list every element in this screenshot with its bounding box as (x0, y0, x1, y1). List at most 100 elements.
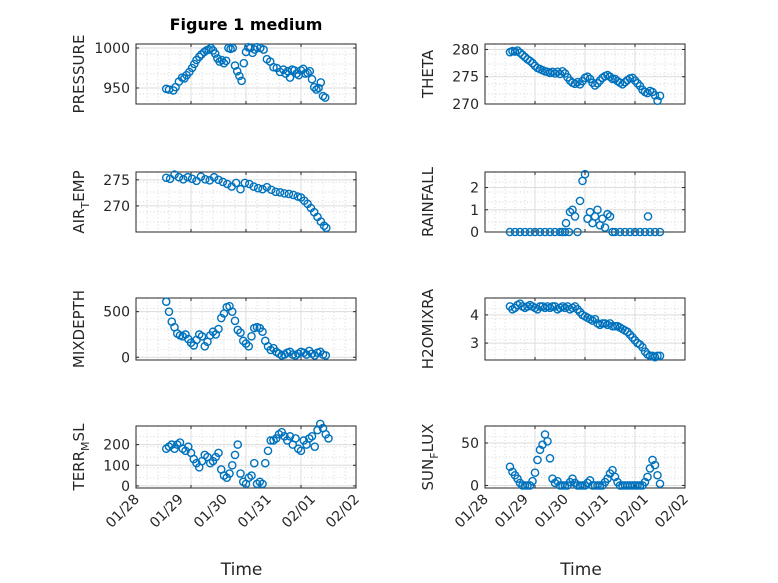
data-point (250, 45, 260, 54)
y-axis-label-main: AIR (70, 209, 88, 234)
y-tick-label: 0 (470, 478, 479, 494)
data-point (561, 218, 571, 228)
data-point (204, 45, 213, 54)
y-tick-label: 275 (452, 70, 479, 86)
data-point (655, 227, 665, 237)
subplot-2: 270 275 280 THETA (419, 42, 686, 113)
data-point (540, 227, 550, 237)
data-point (625, 227, 635, 237)
data-point (240, 178, 250, 188)
x-tick-label: 01/28 (452, 492, 492, 532)
subplot-4: 0 1 2 RAINFALL (419, 166, 686, 241)
subplot-3: 270 275 AIRTEMP (70, 170, 357, 234)
data-point (209, 172, 219, 182)
data-point (227, 460, 237, 470)
data-point (553, 476, 562, 486)
data-point (230, 450, 240, 460)
y-axis-label: H2OMIXRA (419, 288, 437, 369)
y-axis-label: TERRMSL (70, 423, 92, 492)
y-tick-label: 275 (103, 173, 130, 189)
y-tick-label: 3 (470, 336, 479, 352)
data-point (645, 227, 655, 237)
data-series (161, 297, 331, 360)
data-point (231, 178, 241, 188)
data-point (545, 453, 555, 463)
data-point (558, 481, 567, 490)
minor-grid (136, 44, 356, 104)
data-point (249, 458, 259, 468)
data-point (183, 172, 192, 182)
data-point (578, 481, 587, 490)
data-point (520, 481, 530, 490)
data-point (565, 207, 575, 217)
y-tick-label: 1 (470, 203, 479, 219)
data-series (161, 419, 333, 489)
data-point (235, 71, 244, 81)
data-series (505, 169, 665, 237)
x-axis-label: Time (559, 560, 602, 580)
data-point (640, 227, 650, 237)
data-point (635, 227, 645, 237)
data-point (236, 328, 245, 337)
data-point (520, 227, 530, 237)
data-point (206, 43, 216, 53)
data-point (324, 434, 333, 443)
data-point (259, 45, 268, 54)
data-point (291, 434, 300, 443)
data-point (575, 481, 585, 490)
chart-title: Figure 1 medium (170, 15, 323, 34)
y-axis-label-main: SUN (419, 459, 437, 491)
data-point (610, 321, 620, 331)
data-point (214, 175, 223, 185)
data-point (575, 196, 585, 206)
data-point (194, 52, 204, 62)
data-point (196, 172, 206, 181)
data-point (178, 175, 188, 184)
data-point (253, 183, 263, 193)
y-axis-label: PRESSURE (70, 35, 88, 114)
y-tick-label: 280 (452, 42, 479, 58)
y-axis-label: SUNFLUX (419, 424, 441, 491)
data-point (608, 74, 617, 84)
data-point (650, 227, 660, 237)
data-point (548, 474, 557, 483)
subplot-8: 0 50 01/28 01/29 01/30 01/31 02/01 02/02 SUNFLUX… (419, 424, 692, 580)
y-tick-label: 4 (470, 308, 479, 324)
data-point (564, 227, 574, 237)
x-axis-label: Time (220, 560, 263, 580)
data-point (249, 182, 258, 191)
data-point (653, 470, 662, 480)
x-tick-label: 02/01 (279, 492, 319, 532)
data-point (307, 432, 317, 441)
y-axis-label-main: TERR (70, 451, 88, 492)
data-point (232, 66, 242, 76)
data-point (296, 446, 306, 456)
data-point (598, 214, 607, 223)
data-point (545, 227, 555, 237)
data-point (573, 77, 582, 87)
data-point (603, 209, 612, 219)
data-point (653, 96, 662, 106)
data-point (258, 327, 267, 337)
x-tick-label: 01/29 (147, 492, 187, 532)
data-point (643, 212, 653, 221)
data-point (653, 351, 662, 361)
y-axis-label-subscript: M (79, 441, 92, 451)
data-point (570, 478, 580, 488)
data-point (285, 73, 295, 82)
subplot-5: 0 500 MIXDEPTH (70, 290, 357, 368)
data-point (655, 351, 665, 361)
x-tick-label: 01/30 (191, 492, 231, 532)
data-point (570, 212, 580, 221)
data-point (236, 184, 245, 194)
data-point (262, 182, 272, 192)
y-axis-label: MIXDEPTH (70, 290, 88, 368)
data-point (528, 476, 537, 486)
data-point (310, 442, 320, 451)
data-point (510, 227, 520, 237)
data-point (320, 93, 330, 102)
y-tick-label: 500 (103, 305, 130, 321)
data-point (505, 462, 515, 472)
data-point (590, 81, 600, 90)
data-point (580, 169, 590, 179)
